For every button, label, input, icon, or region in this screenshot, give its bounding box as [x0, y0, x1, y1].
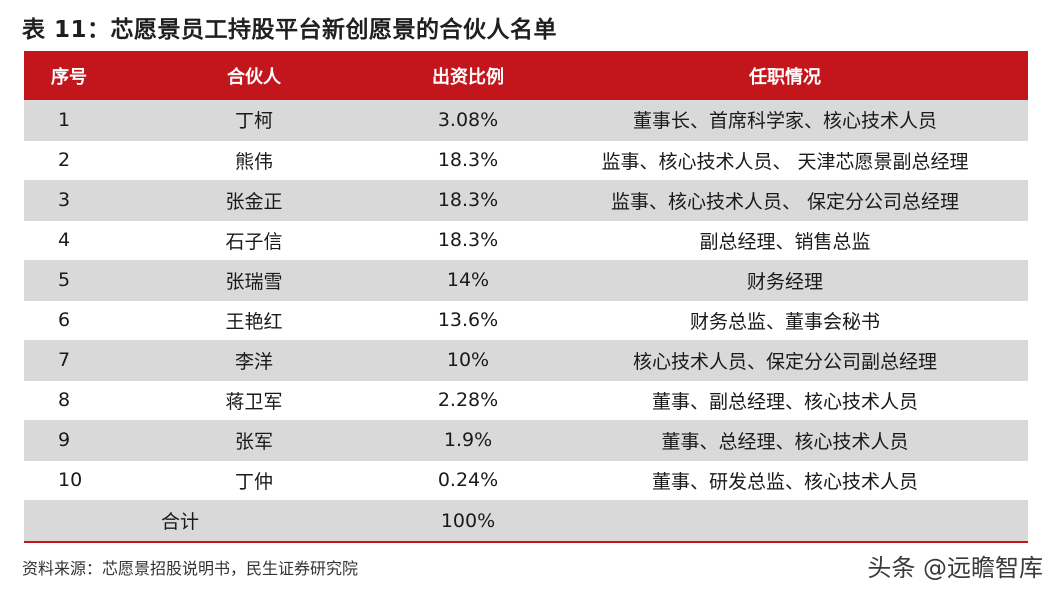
cell-ratio: 2.28% [437, 389, 499, 411]
cell-no: 1 [58, 108, 71, 131]
table-row: 4 石子信 18.3% 副总经理、销售总监 [24, 220, 1028, 260]
cell-no: 6 [58, 309, 71, 331]
cell-no: 10 [58, 469, 83, 491]
cell-no: 8 [58, 389, 71, 411]
table-row: 10 丁仲 0.24% 董事、研发总监、核心技术人员 [24, 460, 1028, 500]
cell-name: 石子信 [225, 230, 283, 253]
cell-name: 张瑞雪 [225, 270, 283, 293]
cell-ratio: 14% [446, 269, 490, 291]
cell-ratio: 0.24% [437, 469, 499, 491]
table-row: 6 王艳红 13.6% 财务总监、董事会秘书 [24, 300, 1028, 340]
table-row: 8 蒋卫军 2.28% 董事、副总经理、核心技术人员 [24, 380, 1028, 420]
total-label: 合计 [161, 511, 200, 534]
cell-role: 监事、核心技术人员、 天津芯愿景副总经理 [601, 150, 969, 173]
header-role: 任职情况 [749, 66, 821, 88]
cell-no: 9 [58, 429, 71, 451]
cell-no: 2 [58, 149, 71, 171]
cell-no: 4 [58, 229, 71, 251]
cell-name: 丁柯 [234, 110, 273, 133]
table-row: 5 张瑞雪 14% 财务经理 [24, 260, 1028, 300]
table-row: 7 李洋 10% 核心技术人员、保定分公司副总经理 [24, 340, 1028, 380]
cell-no: 3 [58, 189, 71, 211]
cell-ratio: 10% [446, 349, 490, 371]
partner-table: 序号 合伙人 出资比例 任职情况 1 丁柯 3.08% 董事长、首席科学家、核心… [24, 51, 1028, 543]
cell-ratio: 13.6% [437, 309, 499, 331]
cell-role: 监事、核心技术人员、 保定分公司总经理 [610, 190, 960, 213]
cell-role: 董事、研发总监、核心技术人员 [651, 470, 918, 493]
cell-name: 蒋卫军 [225, 390, 283, 413]
header-name: 合伙人 [227, 66, 281, 88]
cell-role: 副总经理、销售总监 [699, 230, 871, 253]
table-row: 2 熊伟 18.3% 监事、核心技术人员、 天津芯愿景副总经理 [24, 140, 1028, 180]
partner-table-container: 序号 合伙人 出资比例 任职情况 1 丁柯 3.08% 董事长、首席科学家、核心… [24, 51, 1028, 543]
header-ratio: 出资比例 [432, 66, 504, 88]
cell-role: 董事、副总经理、核心技术人员 [651, 390, 918, 413]
table-row: 1 丁柯 3.08% 董事长、首席科学家、核心技术人员 [24, 100, 1028, 140]
cell-role: 财务总监、董事会秘书 [689, 310, 880, 333]
cell-name: 张军 [234, 430, 273, 453]
cell-name: 张金正 [225, 190, 283, 213]
cell-ratio: 1.9% [443, 429, 493, 451]
cell-role: 财务经理 [746, 270, 823, 293]
watermark: 头条 @远瞻智库 [867, 554, 1043, 582]
cell-name: 李洋 [234, 350, 273, 373]
cell-no: 5 [58, 269, 71, 291]
cell-no: 7 [58, 349, 71, 371]
cell-role: 核心技术人员、保定分公司副总经理 [632, 350, 937, 373]
cell-ratio: 18.3% [437, 189, 499, 211]
header-no: 序号 [51, 66, 87, 88]
cell-role: 董事长、首席科学家、核心技术人员 [632, 110, 937, 133]
table-row: 9 张军 1.9% 董事、总经理、核心技术人员 [24, 420, 1028, 460]
table-title: 表 11：芯愿景员工持股平台新创愿景的合伙人名单 [22, 17, 558, 43]
total-row: 合计 100% [24, 500, 1028, 542]
cell-ratio: 3.08% [437, 108, 499, 131]
cell-ratio: 18.3% [437, 229, 499, 251]
source-note: 资料来源：芯愿景招股说明书，民生证券研究院 [22, 559, 359, 578]
cell-name: 丁仲 [234, 470, 273, 493]
table-header-row: 序号 合伙人 出资比例 任职情况 [24, 51, 1028, 100]
cell-name: 熊伟 [234, 150, 273, 173]
table-row: 3 张金正 18.3% 监事、核心技术人员、 保定分公司总经理 [24, 180, 1028, 220]
total-role-empty [542, 500, 1028, 542]
cell-name: 王艳红 [225, 310, 283, 333]
total-ratio: 100% [440, 509, 496, 532]
cell-role: 董事、总经理、核心技术人员 [661, 430, 909, 453]
cell-ratio: 18.3% [437, 149, 499, 171]
